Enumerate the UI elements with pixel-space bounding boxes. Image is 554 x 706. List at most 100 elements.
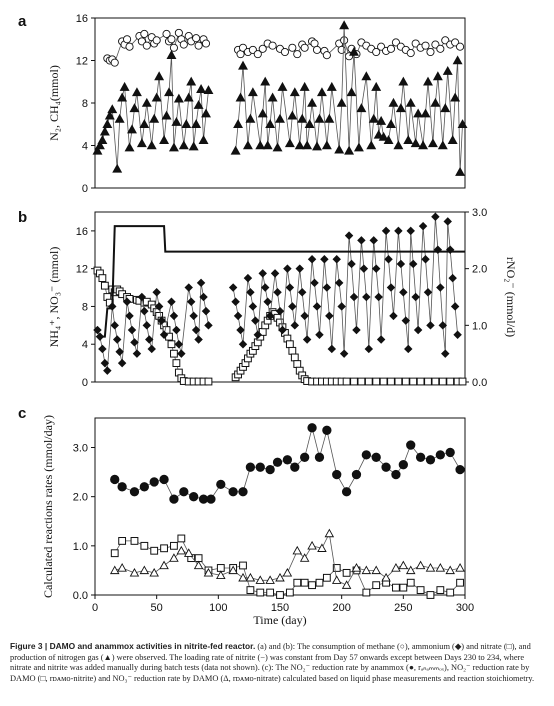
data-point (420, 108, 431, 118)
data-point (216, 564, 225, 572)
data-point (293, 578, 302, 587)
data-point (386, 283, 396, 292)
data-point (371, 452, 381, 462)
data-point (398, 76, 409, 86)
data-point (277, 81, 288, 91)
data-point (99, 126, 110, 136)
data-point (117, 482, 127, 492)
data-point (196, 278, 206, 288)
data-point (421, 254, 430, 264)
data-point (371, 565, 381, 575)
data-point (258, 44, 267, 53)
data-point (93, 325, 102, 335)
data-point (285, 340, 294, 349)
data-point (392, 583, 400, 592)
y-tick-label: 12 (76, 264, 88, 276)
data-point (456, 578, 464, 587)
data-point (364, 344, 374, 354)
data-point (413, 108, 424, 118)
data-point (299, 553, 310, 562)
data-point (431, 212, 440, 221)
data-point (435, 563, 446, 572)
data-point (446, 377, 455, 386)
data-point (364, 377, 373, 386)
data-point (337, 45, 346, 54)
data-point (97, 135, 108, 144)
data-point (322, 573, 331, 582)
data-point (450, 302, 460, 311)
x-tick-label: 100 (209, 602, 227, 614)
data-point (325, 311, 334, 321)
data-point (371, 81, 382, 91)
data-point (265, 311, 275, 321)
x-axis-title: Time (day) (253, 613, 306, 627)
x-tick-label: 200 (332, 602, 350, 614)
data-point (169, 311, 179, 321)
data-point (346, 87, 357, 97)
data-point (203, 567, 214, 577)
data-point (112, 335, 122, 344)
data-point (127, 124, 137, 134)
data-point (263, 297, 272, 306)
data-point (270, 269, 280, 278)
data-point (290, 321, 300, 330)
data-point (94, 140, 105, 150)
data-point (189, 311, 198, 321)
data-point (100, 281, 109, 290)
y-axis-title: Calculated reactions rates (mmol/day) (41, 415, 55, 598)
series-ammonium (93, 212, 462, 375)
data-point (437, 140, 448, 150)
data-point (395, 103, 406, 113)
data-point (169, 553, 179, 562)
data-point (139, 565, 150, 575)
data-point (265, 575, 275, 584)
data-point (246, 586, 255, 594)
data-point (129, 103, 140, 113)
data-point (141, 97, 152, 107)
data-point (443, 217, 452, 226)
figure-caption: Figure 3 | DAMO and anammox activities i… (10, 641, 546, 684)
data-point (302, 140, 313, 150)
data-point (406, 49, 415, 58)
data-point (307, 423, 317, 433)
data-point (194, 554, 203, 563)
data-point (276, 591, 284, 599)
data-point (196, 84, 207, 93)
data-point (376, 335, 386, 344)
data-point (235, 92, 246, 102)
data-point (189, 492, 199, 502)
data-point (262, 140, 273, 150)
data-point (415, 560, 426, 570)
data-point (247, 87, 258, 97)
data-point (130, 537, 139, 545)
data-point (453, 330, 462, 340)
data-point (381, 572, 391, 582)
data-point (125, 42, 134, 51)
figure: a 0 4 8 12 16 N₂, CH₄(mmol) b 0 4 8 12 16 0.0 1.0 2.0 3.… (18, 13, 518, 627)
data-point (288, 302, 297, 311)
data-point (248, 302, 258, 311)
data-point (433, 245, 443, 255)
data-point (379, 377, 388, 386)
data-point (266, 588, 275, 597)
y-tick-label: 0 (82, 183, 88, 195)
data-point (372, 377, 381, 386)
data-point (423, 288, 433, 297)
data-point (307, 254, 317, 264)
data-point (371, 264, 381, 273)
data-point (373, 129, 384, 139)
data-point (257, 108, 268, 118)
data-point (288, 346, 297, 355)
data-point (342, 377, 351, 386)
data-point (183, 548, 194, 557)
data-point (117, 92, 128, 102)
data-point (204, 377, 213, 386)
y-right-tick-label: 0.0 (472, 377, 487, 389)
data-point (304, 119, 315, 129)
data-point (129, 487, 140, 497)
series-damo-nitrite-rate (110, 534, 464, 599)
data-point (357, 236, 366, 245)
data-point (236, 325, 245, 335)
data-point (103, 366, 112, 375)
data-point (107, 104, 118, 114)
